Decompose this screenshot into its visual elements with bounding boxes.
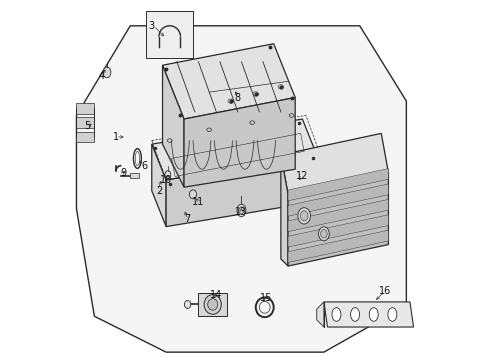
- Text: 1: 1: [113, 132, 119, 142]
- Polygon shape: [281, 134, 389, 194]
- Text: 14: 14: [210, 290, 222, 300]
- Text: 7: 7: [185, 215, 191, 224]
- Bar: [198, 293, 227, 316]
- Polygon shape: [184, 98, 295, 187]
- Polygon shape: [288, 173, 389, 266]
- Ellipse shape: [351, 308, 360, 321]
- Polygon shape: [288, 168, 389, 201]
- Polygon shape: [324, 302, 414, 327]
- Polygon shape: [166, 155, 317, 226]
- Ellipse shape: [237, 204, 246, 217]
- Ellipse shape: [103, 67, 111, 78]
- Polygon shape: [163, 65, 184, 187]
- Text: 4: 4: [98, 71, 105, 81]
- Ellipse shape: [190, 190, 196, 199]
- Polygon shape: [317, 302, 324, 327]
- Polygon shape: [288, 184, 389, 216]
- Text: 16: 16: [379, 286, 391, 296]
- Bar: [76, 117, 95, 128]
- Text: 9: 9: [120, 168, 126, 178]
- Text: 11: 11: [192, 197, 204, 207]
- Ellipse shape: [388, 308, 397, 321]
- Ellipse shape: [165, 171, 171, 179]
- Text: 12: 12: [296, 171, 309, 181]
- Ellipse shape: [332, 308, 341, 321]
- Bar: [130, 173, 139, 178]
- Text: 6: 6: [142, 161, 147, 171]
- Ellipse shape: [369, 308, 378, 321]
- Polygon shape: [152, 119, 317, 180]
- Text: 2: 2: [156, 186, 162, 196]
- Polygon shape: [288, 215, 389, 247]
- Text: 10: 10: [160, 175, 172, 185]
- Polygon shape: [76, 26, 406, 352]
- Ellipse shape: [320, 229, 327, 238]
- Ellipse shape: [184, 301, 191, 309]
- Text: 8: 8: [235, 93, 241, 103]
- Ellipse shape: [239, 207, 244, 214]
- Ellipse shape: [208, 299, 218, 310]
- Polygon shape: [281, 155, 288, 266]
- Bar: [76, 132, 95, 142]
- Text: 13: 13: [235, 207, 247, 217]
- Polygon shape: [288, 199, 389, 231]
- Text: 5: 5: [84, 121, 90, 131]
- Ellipse shape: [298, 208, 311, 224]
- Bar: [147, 12, 193, 58]
- Ellipse shape: [300, 211, 308, 221]
- Ellipse shape: [204, 294, 221, 314]
- Polygon shape: [288, 230, 389, 262]
- Polygon shape: [163, 44, 295, 119]
- Polygon shape: [152, 144, 166, 226]
- Text: 15: 15: [260, 293, 273, 303]
- Text: 3: 3: [148, 21, 155, 31]
- Bar: [76, 103, 95, 114]
- Ellipse shape: [318, 227, 329, 241]
